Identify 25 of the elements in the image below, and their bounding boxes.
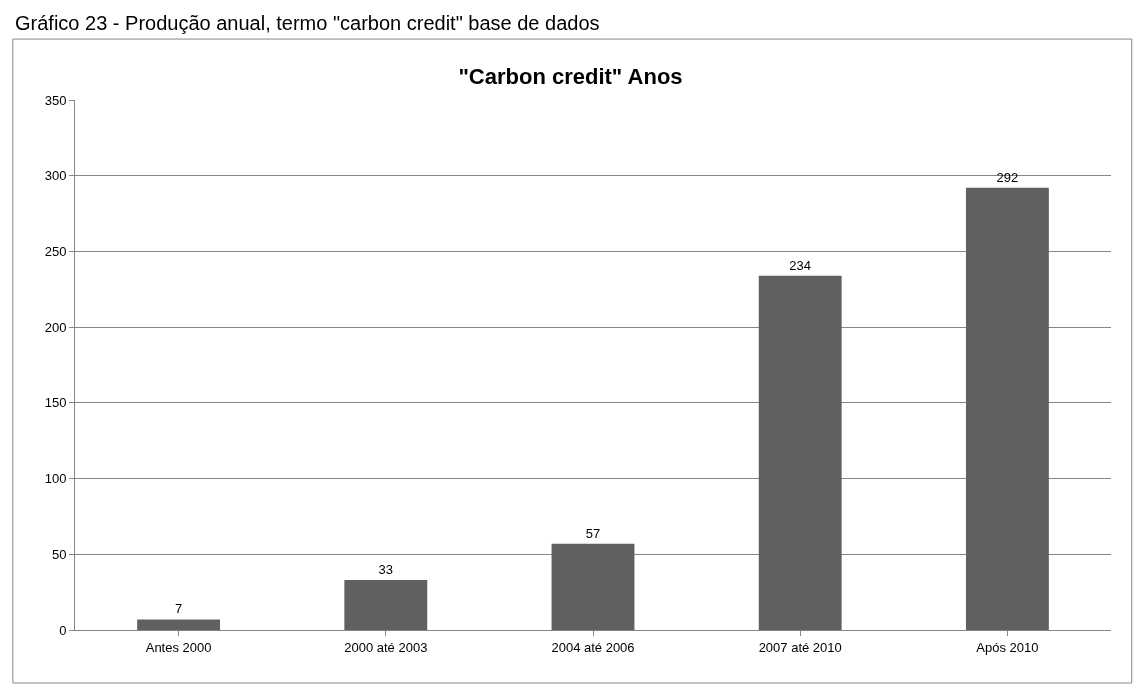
- data-label: 292: [996, 169, 1019, 185]
- bar: [551, 543, 635, 630]
- data-label: 7: [174, 601, 183, 617]
- text: Gráfico 23 - Produção anual, termo "carbon credit" base de dados: [15, 12, 600, 34]
- chart-title: "Carbon credit" Anos: [458, 64, 683, 90]
- data-label: 33: [378, 562, 394, 578]
- data-label: 57: [585, 525, 601, 541]
- x-tick-label: 2004 até 2006: [551, 639, 635, 655]
- y-tick-label: 50: [51, 546, 67, 562]
- y-tick-label: 200: [44, 319, 67, 335]
- x-tick-label: 2000 até 2003: [344, 639, 428, 655]
- bar: [137, 619, 221, 630]
- x-tick-label: Após 2010: [976, 639, 1039, 655]
- y-tick-label: 0: [59, 622, 67, 638]
- bar: [965, 187, 1049, 630]
- y-tick-label: 300: [44, 168, 67, 184]
- y-tick-label: 100: [44, 471, 67, 487]
- data-label: 234: [789, 257, 812, 273]
- y-tick-label: 250: [44, 243, 67, 259]
- y-tick-label: 350: [44, 92, 67, 108]
- y-tick-label: 150: [44, 395, 67, 411]
- x-tick-label: Antes 2000: [145, 639, 212, 655]
- x-tick-label: 2007 até 2010: [758, 639, 842, 655]
- bar: [758, 275, 842, 630]
- bar: [344, 580, 428, 630]
